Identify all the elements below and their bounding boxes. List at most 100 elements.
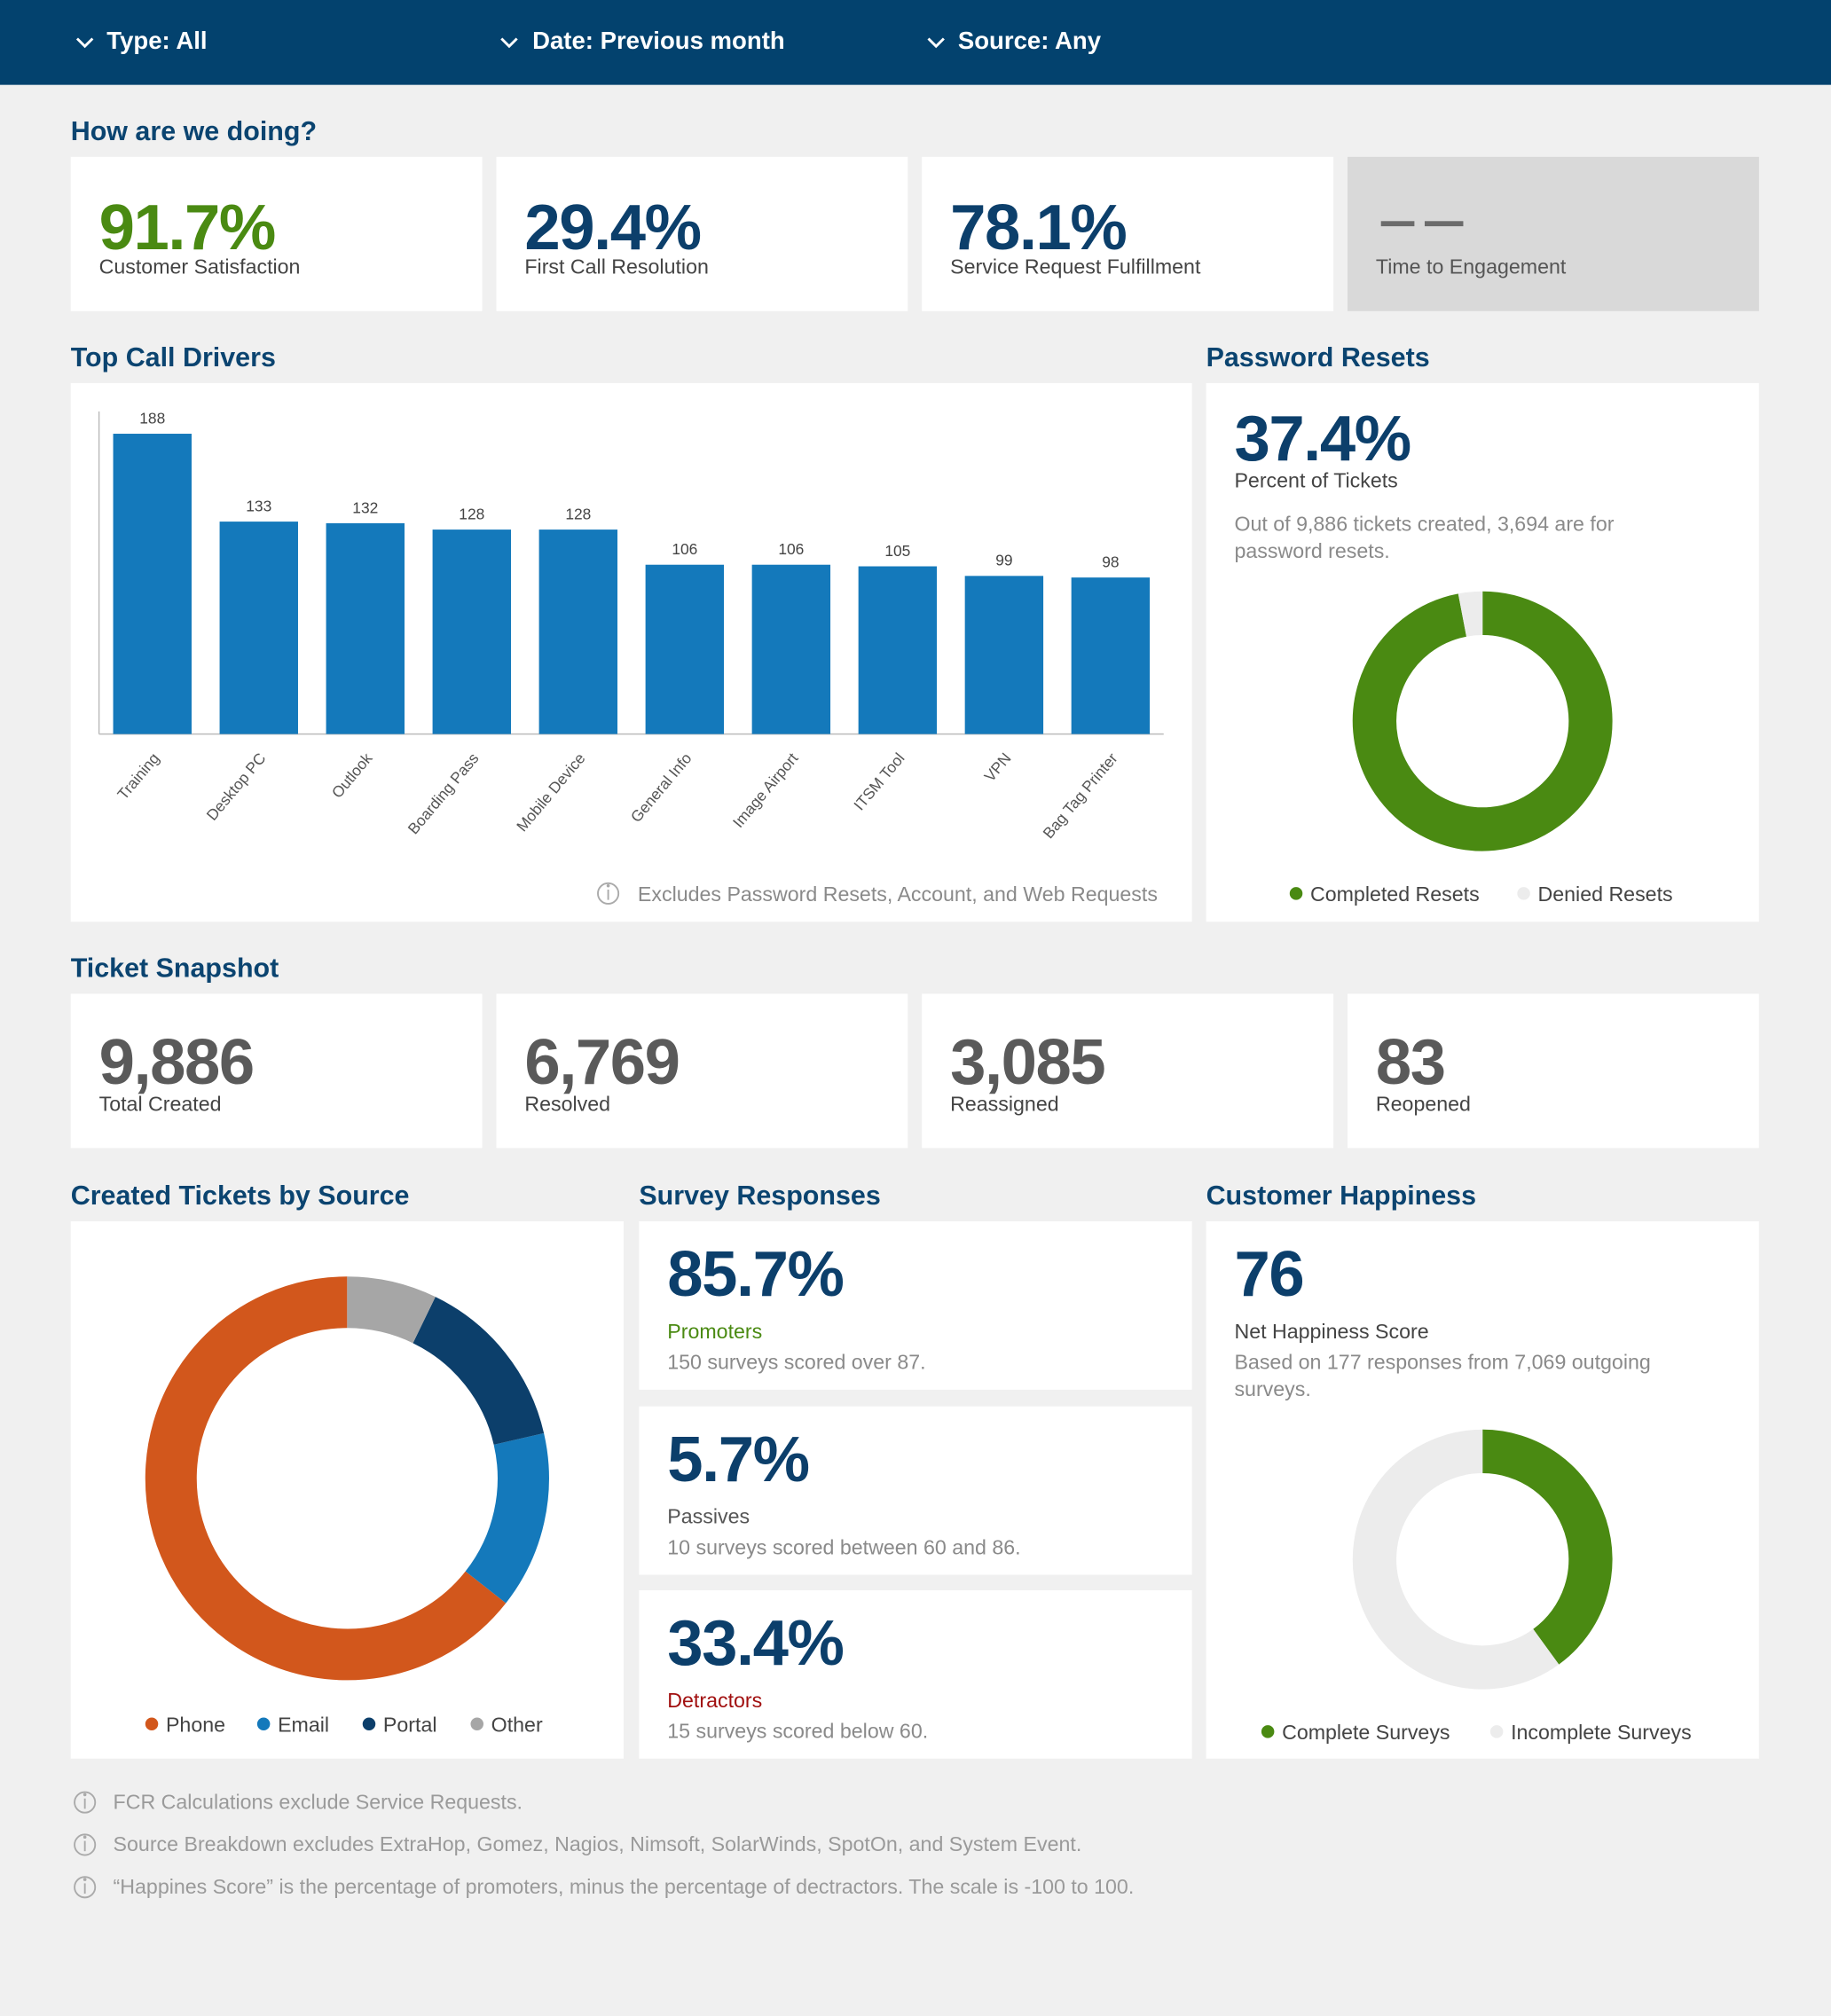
value-label: 188 [139, 409, 165, 427]
legend-label: Phone [166, 1713, 225, 1736]
legend-dot [362, 1717, 376, 1730]
legend-label: Other [491, 1713, 543, 1736]
kpi-value: 91.7% [98, 191, 277, 264]
kpi-card: 29.4% First Call Resolution [496, 156, 908, 311]
legend-dot [1517, 887, 1530, 900]
survey-value: 85.7% [667, 1237, 845, 1310]
legend-label: Denied Resets [1538, 882, 1673, 906]
empty-dash [1424, 221, 1464, 227]
kpi-value: 9,886 [98, 1025, 255, 1098]
survey-card: 85.7% Promoters 150 surveys scored over … [639, 1220, 1192, 1390]
kpi-label: Reopened [1375, 1094, 1471, 1117]
bar [432, 529, 512, 734]
kpi-label: Total Created [98, 1094, 222, 1117]
survey-note: 10 surveys scored between 60 and 86. [667, 1537, 1021, 1560]
donut-segment [1481, 1429, 1613, 1665]
value-label: 106 [672, 540, 697, 558]
kpi-value: 3,085 [950, 1025, 1106, 1098]
kpi-value: 37.4% [1234, 402, 1411, 475]
survey-card: 33.4% Detractors 15 surveys scored below… [639, 1589, 1192, 1759]
section-title: Ticket Snapshot [70, 953, 279, 984]
x-tick-label: Bag Tag Printer [1040, 749, 1121, 843]
donut-segment [412, 1297, 545, 1446]
chevron [75, 37, 94, 49]
value-label: 128 [459, 506, 484, 523]
info-icon [74, 882, 620, 1899]
value-label: 128 [565, 506, 591, 523]
legend-label: Email [278, 1713, 329, 1736]
donut-segment [1352, 1429, 1560, 1690]
section-title: Password Resets [1206, 343, 1430, 373]
section-title: How are we doing? [70, 116, 318, 147]
legend-dot [1289, 887, 1303, 900]
survey-note: 150 surveys scored over 87. [667, 1352, 926, 1375]
x-tick-label: Desktop PC [203, 749, 270, 824]
x-tick-label: Outlook [328, 749, 376, 802]
bar [751, 564, 831, 734]
chevron [500, 37, 518, 49]
donut-segment [1458, 591, 1483, 637]
kpi-label: Time to Engagement [1375, 256, 1567, 279]
bar [538, 529, 618, 734]
kpi-card: 9,886 Total Created [70, 993, 483, 1149]
kpi-label: Customer Satisfaction [98, 256, 301, 279]
legend-dot [1489, 1725, 1504, 1738]
donut-segment [1352, 591, 1613, 851]
x-tick-label: General Info [627, 749, 695, 826]
donut-segment [465, 1432, 549, 1604]
section-title: Created Tickets by Source [70, 1181, 410, 1212]
kpi-card: 91.7% Customer Satisfaction [70, 156, 483, 311]
bar [964, 576, 1044, 734]
kpi-value: 83 [1375, 1025, 1446, 1098]
kpi-card: 78.1% Service Request Fulfillment [922, 156, 1334, 311]
kpi-value: 76 [1234, 1237, 1304, 1310]
kpi-label: First Call Resolution [524, 256, 709, 279]
x-tick-label: Training [114, 749, 162, 803]
kpi-value: 78.1% [950, 191, 1128, 264]
filter[interactable]: Source: Any [957, 27, 1102, 56]
section-title: Customer Happiness [1206, 1181, 1477, 1212]
chevron [927, 37, 945, 49]
legend-label: Portal [383, 1713, 437, 1736]
donut-segment [145, 1276, 507, 1681]
legend-label: Completed Resets [1310, 882, 1480, 906]
kpi-label: Service Request Fulfillment [950, 256, 1201, 279]
value-label: 132 [352, 498, 378, 516]
x-tick-label: Mobile Device [513, 749, 588, 835]
legend-dot [470, 1717, 483, 1730]
x-tick-label: VPN [980, 749, 1014, 785]
filter[interactable]: Type: All [106, 27, 208, 56]
footnote: Source Breakdown excludes ExtraHop, Gome… [113, 1834, 1082, 1856]
bar [858, 566, 938, 734]
x-tick-label: Image Airport [729, 749, 802, 831]
kpi-label: Reassigned [950, 1094, 1059, 1117]
value-label: 106 [778, 540, 804, 558]
filter-bar: Type: All Date: Previous month Source: A… [0, 0, 1831, 85]
description: Based on 177 responses from 7,069 outgoi… [1234, 1352, 1651, 1401]
value-label: 98 [1102, 553, 1119, 571]
kpi-card: 3,085 Reassigned [922, 993, 1334, 1149]
bar [326, 522, 405, 734]
footnote: “Happines Score” is the percentage of pr… [113, 1877, 1135, 1899]
bar [1071, 577, 1151, 734]
x-tick-label: Boarding Pass [405, 749, 483, 838]
survey-value: 33.4% [667, 1606, 845, 1679]
survey-label: Promoters [667, 1322, 763, 1344]
legend-dot [256, 1717, 271, 1730]
kpi-card: Time to Engagement [1348, 156, 1759, 311]
kpi-label: Percent of Tickets [1234, 470, 1398, 493]
value-label: 133 [246, 497, 271, 514]
survey-value: 5.7% [667, 1423, 810, 1495]
legend-dot [145, 1717, 159, 1730]
kpi-value: 6,769 [524, 1025, 680, 1098]
kpi-label: Resolved [524, 1094, 611, 1117]
panel: 37.4% Percent of Tickets Out of 9,886 ti… [1206, 382, 1759, 922]
bar [219, 522, 298, 734]
survey-label: Passives [667, 1506, 750, 1529]
value-label: 105 [884, 542, 910, 560]
legend-label: Incomplete Surveys [1511, 1721, 1692, 1744]
survey-card: 5.7% Passives 10 surveys scored between … [639, 1406, 1192, 1575]
filter[interactable]: Date: Previous month [532, 27, 785, 56]
